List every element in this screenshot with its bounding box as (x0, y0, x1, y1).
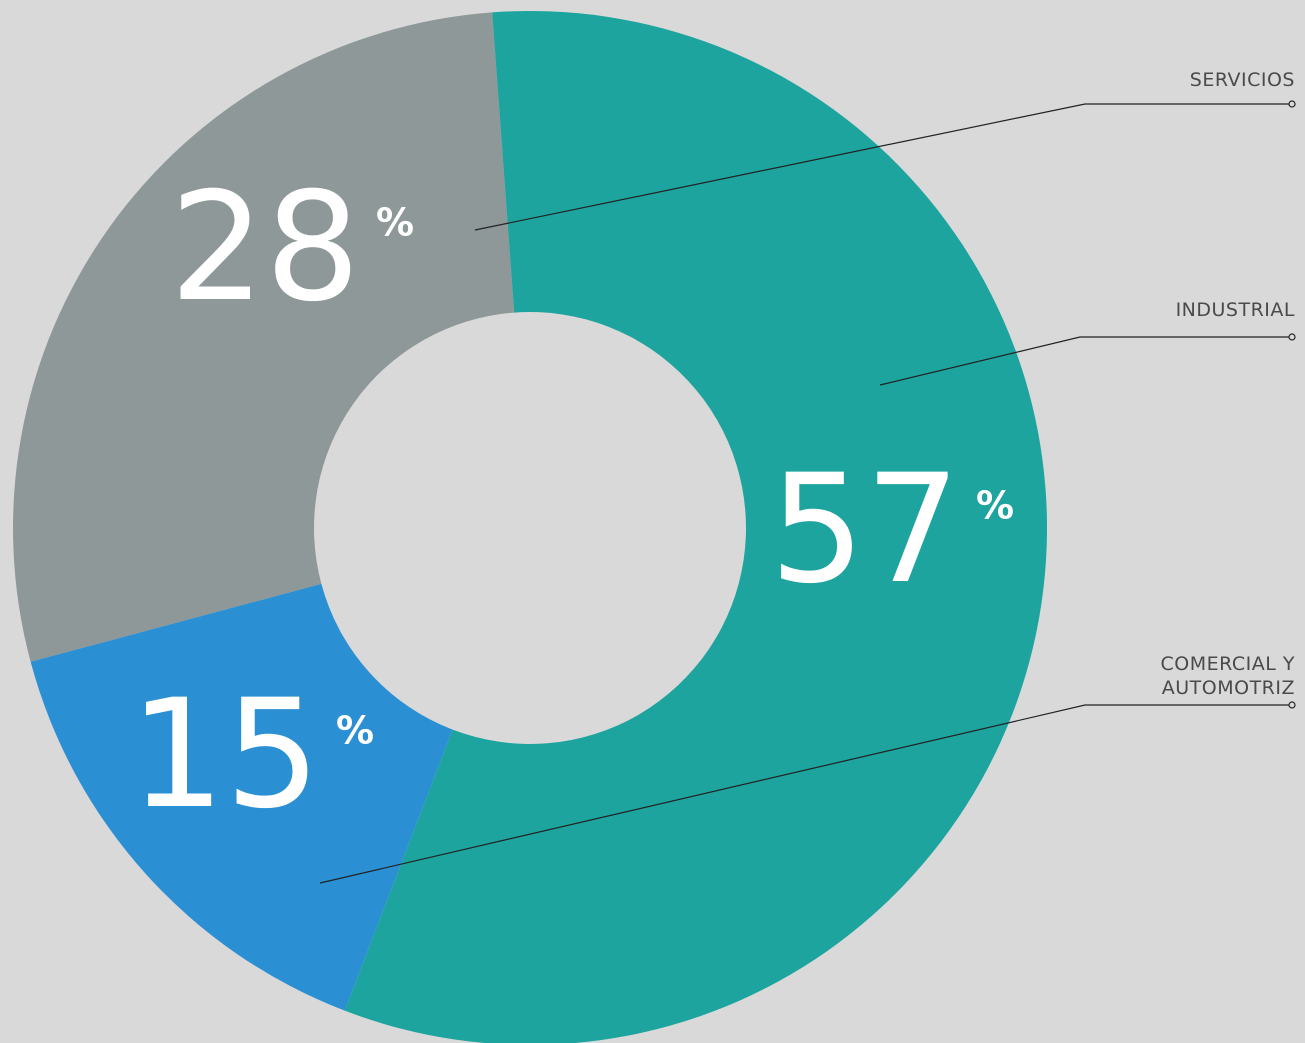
leader-line (879, 336, 1290, 386)
leader-dot (1288, 333, 1296, 341)
slice (30, 583, 453, 1011)
value-unit: % (376, 201, 414, 245)
slice (344, 10, 1048, 1043)
leader-dot (1288, 100, 1296, 108)
category-label: INDUSTRIAL (1175, 299, 1295, 321)
value-label: 28 (170, 161, 361, 335)
slice (12, 12, 515, 662)
value-label: 15 (130, 668, 321, 842)
leader-dot (1288, 701, 1296, 709)
category-label: COMERCIAL Y AUTOMOTRIZ (1160, 653, 1295, 699)
value-label: 57 (770, 443, 961, 617)
category-label: SERVICIOS (1189, 69, 1295, 91)
leader-line (319, 704, 1290, 884)
value-unit: % (976, 484, 1014, 528)
value-unit: % (336, 709, 374, 753)
leader-line (474, 103, 1290, 231)
